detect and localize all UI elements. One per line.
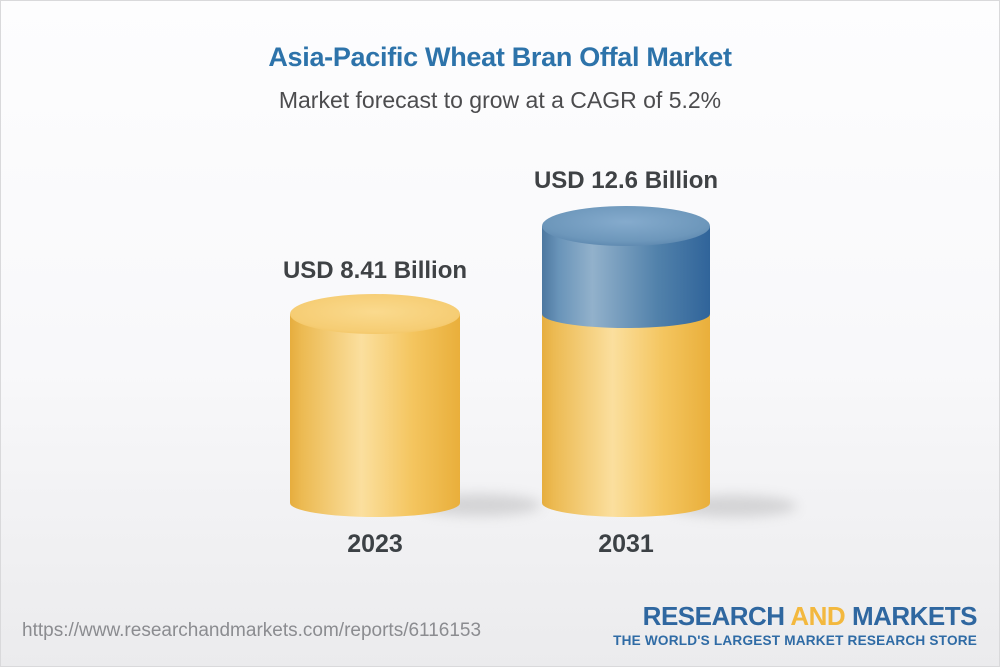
cylinder-2031-base-segment bbox=[542, 314, 710, 517]
report-url: https://www.researchandmarkets.com/repor… bbox=[22, 620, 482, 641]
cylinder-2031-growth-segment bbox=[542, 206, 710, 328]
page-title: Asia-Pacific Wheat Bran Offal Market bbox=[268, 42, 732, 72]
value-label-2023: USD 8.41 Billion bbox=[282, 257, 468, 284]
category-label-2023: 2023 bbox=[347, 530, 403, 558]
research-and-markets-logo: RESEARCH AND MARKETS THE WORLD'S LARGEST… bbox=[613, 601, 978, 648]
logo-word-markets: MARKETS bbox=[851, 601, 978, 631]
logo-tagline: THE WORLD'S LARGEST MARKET RESEARCH STOR… bbox=[613, 632, 977, 648]
logo-word-research: RESEARCH bbox=[642, 601, 785, 631]
category-label-2031: 2031 bbox=[598, 530, 654, 558]
logo-wordmark: RESEARCH AND MARKETS bbox=[613, 601, 978, 632]
page-subtitle: Market forecast to grow at a CAGR of 5.2… bbox=[278, 87, 722, 113]
value-label-2031: USD 12.6 Billion bbox=[533, 167, 719, 194]
cylinder-2023 bbox=[290, 294, 460, 517]
logo-word-and: AND bbox=[790, 601, 846, 631]
